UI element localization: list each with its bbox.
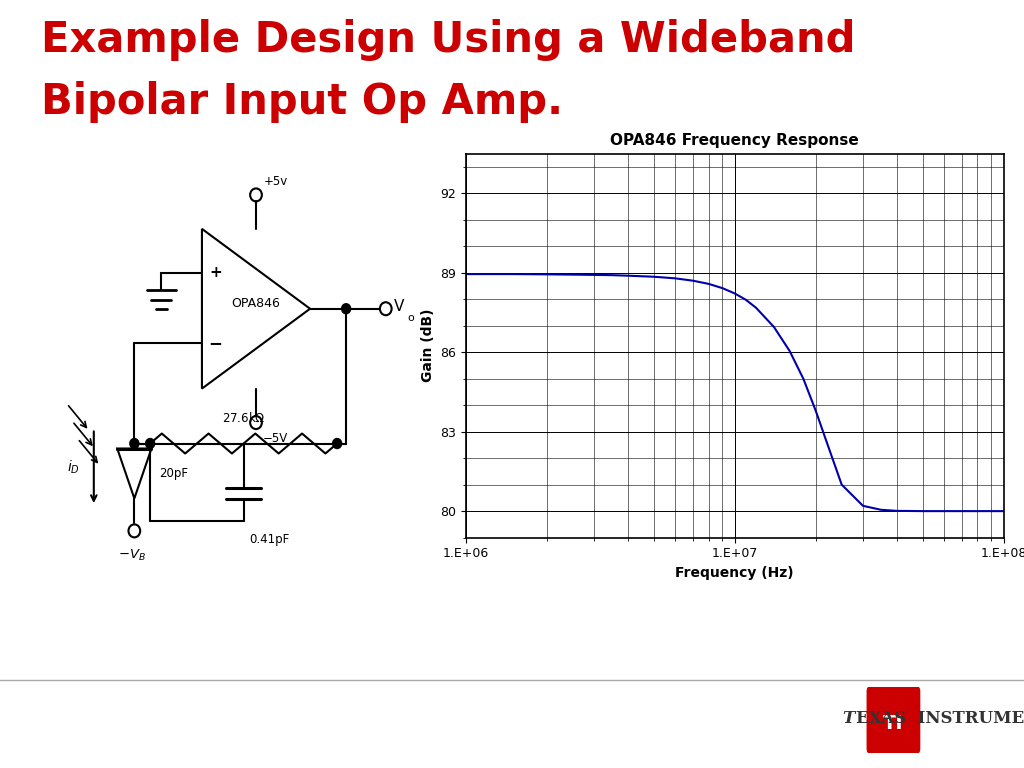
Text: T: T (843, 710, 855, 727)
Text: +: + (209, 265, 222, 280)
Text: OPA846: OPA846 (231, 297, 281, 310)
Text: Bipolar Input Op Amp.: Bipolar Input Op Amp. (41, 81, 563, 123)
Circle shape (145, 439, 155, 449)
Text: 0.41pF: 0.41pF (249, 533, 289, 546)
Circle shape (130, 439, 139, 449)
Text: 27.6k$\Omega$: 27.6k$\Omega$ (222, 411, 265, 425)
Text: −5V: −5V (263, 432, 288, 445)
Text: Example Design Using a Wideband: Example Design Using a Wideband (41, 19, 855, 61)
Text: TI: TI (883, 713, 904, 733)
Text: V: V (394, 299, 404, 314)
Text: $-V_B$: $-V_B$ (118, 548, 146, 564)
Text: +5v: +5v (264, 175, 289, 188)
Circle shape (342, 303, 350, 314)
Text: −: − (209, 333, 222, 352)
FancyBboxPatch shape (867, 687, 920, 753)
Y-axis label: Gain (dB): Gain (dB) (421, 309, 434, 382)
Text: o: o (408, 313, 415, 323)
Text: EXAS  INSTRUMENTS: EXAS INSTRUMENTS (856, 710, 1024, 727)
Text: $i_D$: $i_D$ (68, 458, 80, 476)
X-axis label: Frequency (Hz): Frequency (Hz) (676, 566, 794, 580)
Text: 20pF: 20pF (159, 467, 188, 480)
Title: OPA846 Frequency Response: OPA846 Frequency Response (610, 134, 859, 148)
Circle shape (333, 439, 342, 449)
